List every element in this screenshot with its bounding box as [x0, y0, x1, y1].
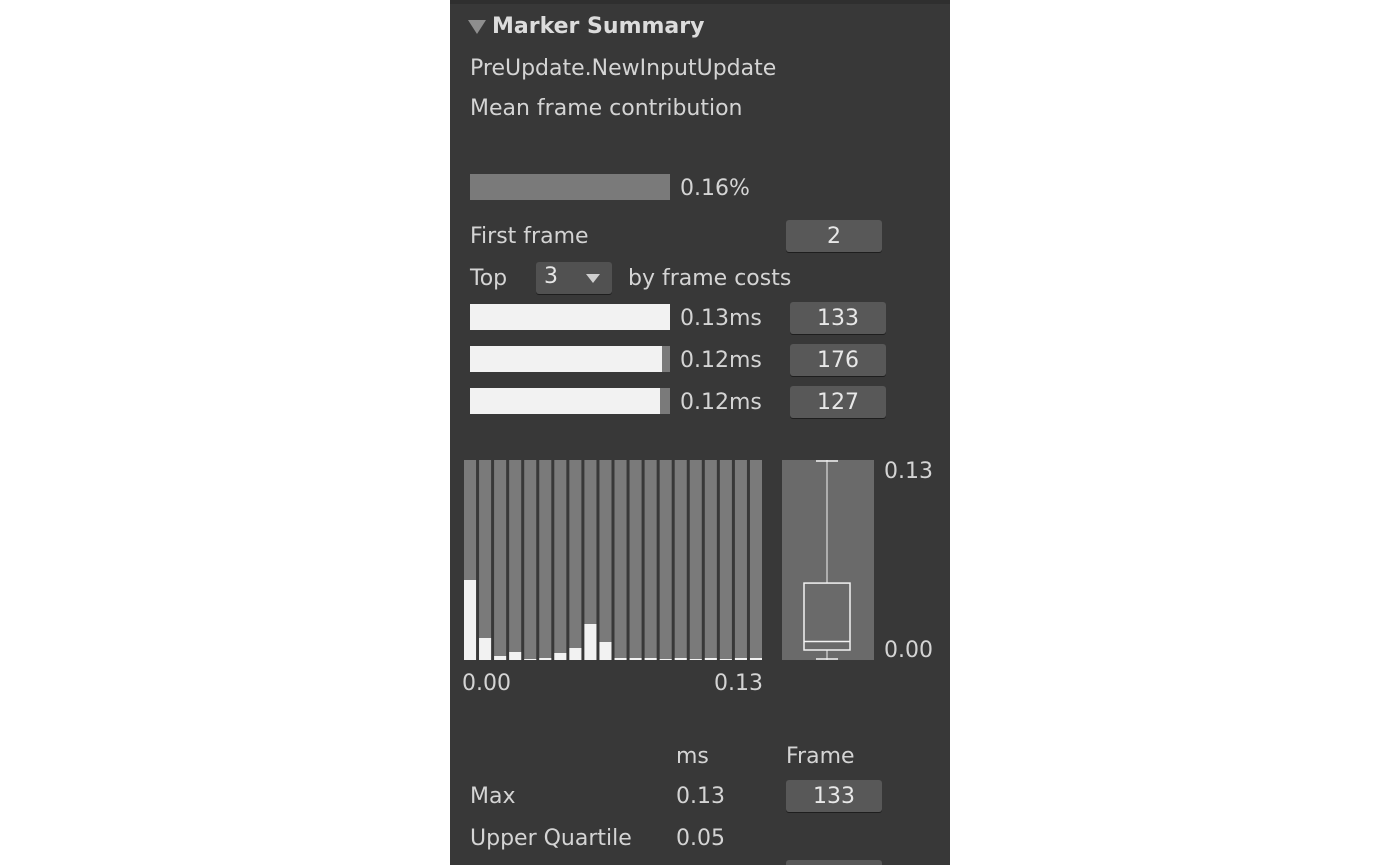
histogram-bucket-bg [494, 460, 507, 660]
histogram-bucket-bg [599, 460, 612, 660]
top-frame-time: 0.12ms [680, 348, 762, 373]
histogram-bucket-bar [599, 642, 612, 660]
marker-name: PreUpdate.NewInputUpdate [470, 56, 777, 81]
histogram-bucket-bg [644, 460, 657, 660]
histogram-bucket-bg [704, 460, 717, 660]
histogram-bucket-bar [674, 658, 687, 660]
stats-frame-button[interactable] [786, 860, 882, 865]
histogram [464, 460, 762, 660]
boxplot [782, 460, 874, 660]
histogram-bucket-bg [719, 460, 732, 660]
stats-col-frame: Frame [786, 744, 855, 769]
histogram-bucket-bg [524, 460, 537, 660]
histogram-bucket-bg [674, 460, 687, 660]
histogram-bucket-bar [539, 658, 552, 660]
boxplot-y-max-label: 0.13 [884, 459, 933, 484]
contribution-bar-fill [470, 174, 670, 200]
histogram-bucket-bar [749, 658, 762, 660]
stats-frame-button[interactable]: 133 [786, 780, 882, 812]
histogram-bucket-bar [644, 658, 657, 660]
stats-row-label: Max [470, 784, 516, 809]
panel-top-border [450, 0, 950, 4]
first-frame-button[interactable]: 2 [786, 220, 882, 252]
top-frame-button[interactable]: 133 [790, 302, 886, 334]
histogram-bucket-bar [614, 658, 627, 660]
histogram-bucket-bar [554, 653, 567, 660]
top-frame-button[interactable]: 127 [790, 386, 886, 418]
histogram-bucket-bar [494, 656, 507, 660]
histogram-bucket-bar [524, 659, 537, 660]
top-count-value: 3 [544, 264, 558, 289]
top-suffix-label: by frame costs [628, 266, 792, 291]
stats-row-value: 0.05 [676, 826, 725, 851]
stats-row-label: Upper Quartile [470, 826, 632, 851]
dropdown-arrow-icon [586, 274, 600, 283]
histogram-bucket-bg [539, 460, 552, 660]
histogram-bucket-bg [659, 460, 672, 660]
top-count-dropdown[interactable]: 3 [536, 262, 612, 294]
histogram-bucket-bar [629, 658, 642, 660]
contribution-bar [470, 174, 670, 200]
foldout-triangle-icon [468, 19, 486, 34]
histogram-bucket-bar [719, 659, 732, 660]
histogram-bucket-bar [569, 648, 582, 660]
top-frame-bar-fill [470, 346, 662, 372]
first-frame-label: First frame [470, 224, 589, 249]
histogram-bucket-bar [584, 624, 597, 660]
histogram-bucket-bar [464, 580, 477, 660]
top-label: Top [470, 266, 508, 291]
marker-summary-foldout[interactable]: Marker Summary [468, 14, 704, 39]
histogram-bucket-bg [509, 460, 522, 660]
boxplot-background [782, 460, 874, 660]
top-frame-time: 0.13ms [680, 306, 762, 331]
marker-summary-panel: Marker Summary PreUpdate.NewInputUpdate … [450, 0, 950, 865]
top-frame-button[interactable]: 176 [790, 344, 886, 376]
histogram-bucket-bg [614, 460, 627, 660]
stats-col-ms: ms [676, 744, 709, 769]
contribution-value: 0.16% [680, 176, 750, 201]
histogram-bucket-bar [479, 638, 492, 660]
histogram-bucket-bar [704, 658, 717, 660]
stats-row-value: 0.13 [676, 784, 725, 809]
histogram-bucket-bar [734, 658, 747, 660]
distribution-charts: 0.00 0.13 0.13 0.00 [462, 459, 933, 696]
histogram-bucket-bg [734, 460, 747, 660]
histogram-x-max-label: 0.13 [714, 671, 763, 696]
histogram-bucket-bg [584, 460, 597, 660]
boxplot-y-min-label: 0.00 [884, 638, 933, 663]
top-frame-bar [470, 388, 670, 414]
histogram-bucket-bg [479, 460, 492, 660]
histogram-bucket-bg [689, 460, 702, 660]
histogram-bucket-bg [554, 460, 567, 660]
histogram-bucket-bg [629, 460, 642, 660]
top-frame-bar [470, 346, 670, 372]
histogram-bucket-bg [749, 460, 762, 660]
top-frame-bar [470, 304, 670, 330]
histogram-bucket-bar [509, 652, 522, 660]
contribution-label: Mean frame contribution [470, 96, 743, 121]
top-frame-bar-fill [470, 388, 660, 414]
top-frame-bar-fill [470, 304, 670, 330]
top-frame-time: 0.12ms [680, 390, 762, 415]
histogram-bucket-bg [569, 460, 582, 660]
histogram-x-min-label: 0.00 [462, 671, 511, 696]
histogram-bucket-bar [689, 659, 702, 660]
section-title: Marker Summary [492, 14, 705, 39]
histogram-bucket-bar [659, 659, 672, 660]
